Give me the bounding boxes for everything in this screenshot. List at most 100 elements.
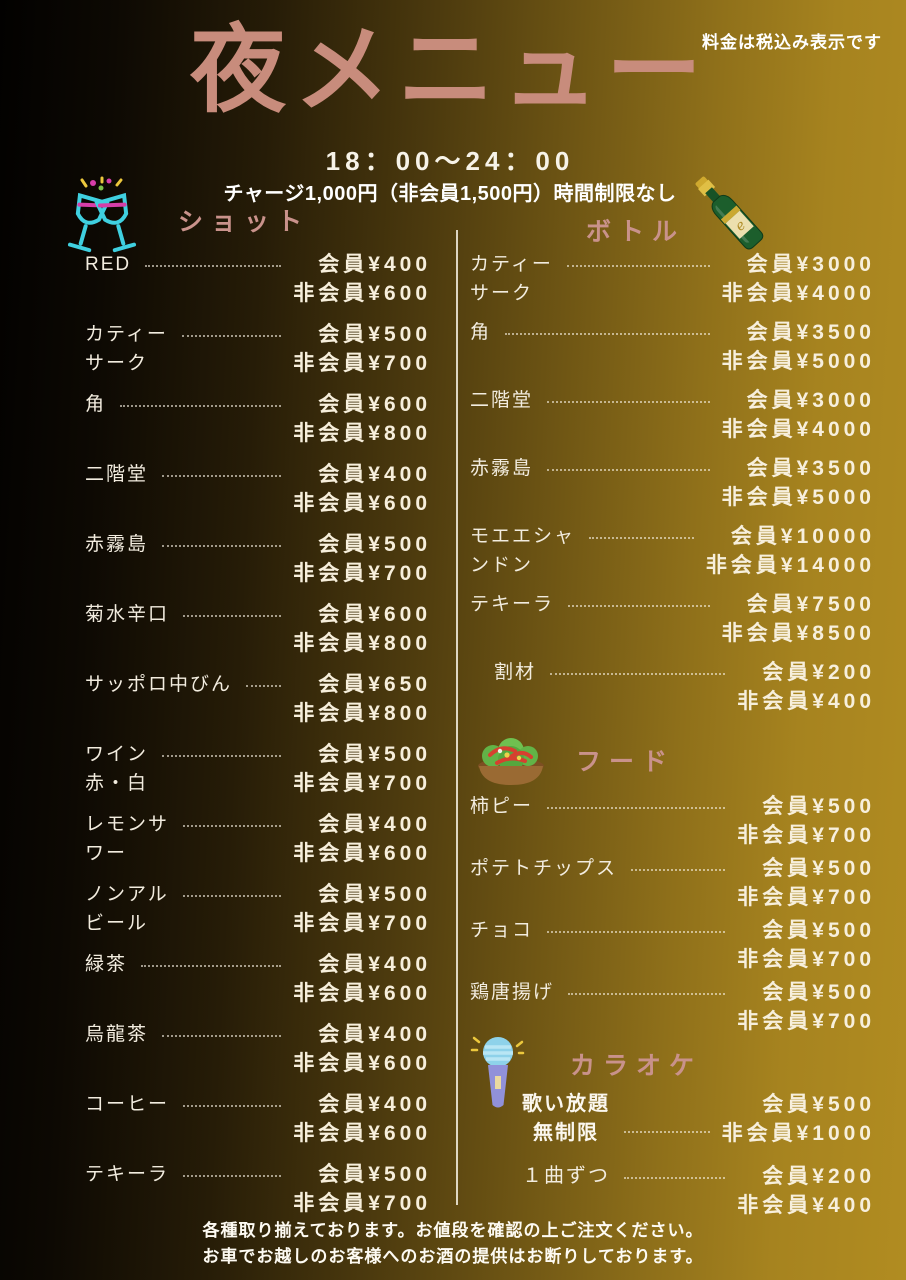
salad-icon: [470, 726, 552, 792]
dotted-leader: [505, 318, 710, 335]
item-name: チョコ: [470, 920, 534, 941]
item-name: カティー サーク: [85, 324, 168, 374]
item-prices: 会員¥3000 非会員¥4000: [722, 250, 875, 308]
item-prices: 会員¥500 非会員¥700: [293, 880, 431, 938]
item-prices: 会員¥650 非会員¥800: [293, 670, 431, 728]
cheers-glasses-icon: [62, 176, 142, 264]
guest-price: 非会員¥600: [293, 492, 431, 515]
item-name: レモンサ ワー: [85, 814, 170, 864]
item-prices: 会員¥200 非会員¥400: [737, 1162, 875, 1220]
menu-item: 歌い放題 無制限 会員¥500 非会員¥1000: [470, 1090, 875, 1148]
karaoke-section-header: カラオケ: [470, 1034, 875, 1108]
dotted-leader: [246, 670, 282, 687]
dotted-leader: [568, 590, 710, 607]
guest-price: 非会員¥5000: [721, 486, 875, 509]
dotted-leader: [624, 1116, 710, 1133]
menu-item: 緑茶 会員¥400 非会員¥600: [85, 950, 431, 1008]
guest-price: 非会員¥600: [293, 982, 431, 1005]
member-price: 会員¥500: [762, 857, 875, 880]
member-price: 会員¥600: [318, 393, 431, 416]
member-price: 会員¥500: [318, 533, 431, 556]
dotted-leader: [547, 454, 710, 471]
member-price: 会員¥650: [318, 673, 431, 696]
member-price: 会員¥600: [318, 603, 431, 626]
member-price: 会員¥7500: [746, 593, 875, 616]
member-price: 会員¥500: [762, 981, 875, 1004]
menu-item: 烏龍茶 会員¥400 非会員¥600: [85, 1020, 431, 1078]
guest-price: 非会員¥700: [737, 886, 875, 909]
member-price: 会員¥400: [318, 253, 431, 276]
member-price: 会員¥500: [318, 1163, 431, 1186]
member-price: 会員¥400: [318, 1093, 431, 1116]
guest-price: 非会員¥700: [737, 948, 875, 971]
bottle-items-list: カティー サーク 会員¥3000 非会員¥4000 角 会員¥3500 非会員¥…: [470, 250, 875, 716]
member-price: 会員¥200: [762, 661, 875, 684]
column-divider: [456, 230, 458, 1205]
dotted-leader: [550, 658, 726, 675]
item-prices: 会員¥500 非会員¥700: [293, 320, 431, 378]
item-name: モエエシャ ンドン: [470, 526, 576, 576]
guest-price: 非会員¥800: [293, 702, 431, 725]
dotted-leader: [182, 880, 282, 897]
guest-price: 非会員¥1000: [721, 1122, 875, 1145]
menu-item: レモンサ ワー 会員¥400 非会員¥600: [85, 810, 431, 868]
guest-price: 非会員¥600: [293, 1052, 431, 1075]
menu-item: 赤霧島 会員¥500 非会員¥700: [85, 530, 431, 588]
menu-item: ノンアル ビール 会員¥500 非会員¥700: [85, 880, 431, 938]
guest-price: 非会員¥700: [737, 1010, 875, 1033]
guest-price: 非会員¥4000: [721, 418, 875, 441]
dotted-leader: [547, 916, 726, 933]
guest-price: 非会員¥8500: [721, 622, 875, 645]
menu-item: カティー サーク 会員¥3000 非会員¥4000: [470, 250, 875, 308]
guest-price: 非会員¥700: [293, 912, 431, 935]
item-name: ノンアル ビール: [85, 884, 169, 934]
shot-section-header: ショット: [62, 176, 310, 264]
karaoke-items-list: 歌い放題 無制限 会員¥500 非会員¥1000 １曲ずつ 会員¥200 非会員…: [470, 1090, 875, 1220]
dotted-leader: [162, 740, 282, 757]
member-price: 会員¥400: [318, 813, 431, 836]
item-prices: 会員¥3500 非会員¥5000: [722, 318, 875, 376]
member-price: 会員¥400: [318, 953, 431, 976]
guest-price: 非会員¥700: [293, 772, 431, 795]
item-prices: 会員¥3500 非会員¥5000: [722, 454, 875, 512]
item-name: テキーラ: [85, 1164, 170, 1185]
item-prices: 会員¥400 非会員¥600: [293, 1090, 431, 1148]
item-name: ワイン 赤・白: [85, 744, 149, 794]
menu-item: 菊水辛口 会員¥600 非会員¥800: [85, 600, 431, 658]
item-prices: 会員¥7500 非会員¥8500: [722, 590, 875, 648]
footer-note-line1: 各種取り揃えております。お値段を確認の上ご注文ください。: [202, 1221, 704, 1240]
dotted-leader: [568, 978, 726, 995]
item-prices: 会員¥500 非会員¥700: [737, 792, 875, 850]
dotted-leader: [183, 810, 282, 827]
item-prices: 会員¥600 非会員¥800: [293, 390, 431, 448]
member-price: 会員¥500: [318, 323, 431, 346]
footer-note-line2: お車でお越しのお客様へのお酒の提供はお断りしております。: [202, 1247, 704, 1266]
dotted-leader: [566, 250, 710, 267]
member-price: 会員¥500: [762, 795, 875, 818]
member-price: 会員¥3000: [746, 253, 875, 276]
dotted-leader: [183, 1090, 282, 1107]
item-prices: 会員¥400 非会員¥600: [293, 250, 431, 308]
microphone-icon: [470, 1034, 526, 1108]
opening-hours: 18：00～24：00: [325, 146, 575, 176]
item-name: １曲ずつ: [522, 1165, 610, 1187]
member-price: 会員¥200: [762, 1165, 875, 1188]
menu-item: ワイン 赤・白 会員¥500 非会員¥700: [85, 740, 431, 798]
guest-price: 非会員¥4000: [721, 282, 875, 305]
item-prices: 会員¥600 非会員¥800: [293, 600, 431, 658]
dotted-leader: [183, 1160, 282, 1177]
menu-item: チョコ 会員¥500 非会員¥700: [470, 916, 875, 974]
menu-item: テキーラ 会員¥500 非会員¥700: [85, 1160, 431, 1218]
guest-price: 非会員¥14000: [705, 554, 875, 577]
guest-price: 非会員¥400: [737, 690, 875, 713]
dotted-leader: [145, 250, 282, 267]
guest-price: 非会員¥600: [293, 842, 431, 865]
item-name: 赤霧島: [85, 534, 149, 555]
item-prices: 会員¥10000 非会員¥14000: [706, 522, 875, 580]
bottle-section-header: ボトル e: [470, 170, 875, 250]
item-name: 歌い放題 無制限: [522, 1093, 610, 1144]
menu-item: 角 会員¥3500 非会員¥5000: [470, 318, 875, 376]
item-prices: 会員¥500 非会員¥700: [293, 530, 431, 588]
dotted-leader: [589, 522, 694, 539]
karaoke-section-title: カラオケ: [570, 1052, 703, 1080]
